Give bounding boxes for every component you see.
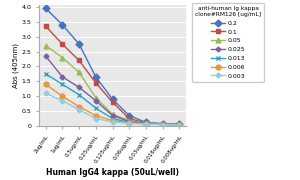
Line: 0.1: 0.1: [43, 24, 182, 127]
0.05: [111, 113, 114, 115]
0.003: [94, 118, 98, 120]
0.025: [128, 120, 131, 123]
0.003: [178, 124, 181, 126]
0.2: [128, 114, 131, 117]
0.003: [77, 109, 81, 111]
Line: 0.05: 0.05: [43, 43, 182, 127]
0.1: [111, 101, 114, 103]
0.025: [77, 86, 81, 88]
0.003: [61, 100, 64, 102]
0.1: [161, 123, 164, 125]
0.05: [178, 123, 181, 126]
0.05: [144, 122, 148, 124]
0.2: [161, 123, 164, 125]
0.003: [144, 123, 148, 125]
0.013: [94, 107, 98, 109]
0.013: [161, 123, 164, 126]
Line: 0.006: 0.006: [43, 82, 182, 127]
0.2: [144, 121, 148, 123]
Legend: 0.2, 0.1, 0.05, 0.025, 0.013, 0.006, 0.003: 0.2, 0.1, 0.05, 0.025, 0.013, 0.006, 0.0…: [192, 3, 264, 82]
0.003: [161, 123, 164, 126]
0.013: [77, 94, 81, 96]
0.1: [61, 43, 64, 45]
0.025: [111, 114, 114, 117]
0.003: [111, 121, 114, 123]
0.2: [44, 7, 47, 10]
0.05: [161, 123, 164, 125]
0.006: [144, 123, 148, 125]
X-axis label: Human IgG4 kappa (50uL/well): Human IgG4 kappa (50uL/well): [46, 168, 179, 177]
0.013: [128, 121, 131, 123]
0.2: [111, 98, 114, 100]
0.013: [144, 123, 148, 125]
0.006: [128, 122, 131, 124]
0.025: [161, 123, 164, 125]
Line: 0.2: 0.2: [43, 6, 182, 127]
0.05: [128, 120, 131, 122]
0.1: [44, 25, 47, 27]
0.1: [94, 82, 98, 84]
0.006: [77, 105, 81, 108]
0.05: [77, 71, 81, 73]
0.2: [77, 43, 81, 45]
0.006: [111, 120, 114, 122]
0.006: [61, 95, 64, 97]
0.013: [178, 124, 181, 126]
0.1: [178, 123, 181, 126]
0.003: [44, 92, 47, 94]
0.2: [61, 24, 64, 26]
0.025: [94, 100, 98, 102]
0.05: [94, 97, 98, 99]
0.1: [128, 118, 131, 120]
0.1: [144, 122, 148, 124]
0.025: [44, 55, 47, 57]
0.2: [178, 123, 181, 125]
0.006: [44, 83, 47, 85]
0.013: [44, 73, 47, 75]
0.006: [94, 114, 98, 117]
Y-axis label: Abs (405nm): Abs (405nm): [12, 43, 19, 88]
0.006: [178, 124, 181, 126]
0.05: [61, 57, 64, 59]
Line: 0.025: 0.025: [44, 54, 181, 126]
0.05: [44, 44, 47, 47]
0.025: [144, 123, 148, 125]
Line: 0.003: 0.003: [44, 91, 181, 127]
0.013: [111, 118, 114, 120]
0.2: [94, 76, 98, 78]
0.013: [61, 83, 64, 85]
0.025: [178, 123, 181, 126]
Line: 0.013: 0.013: [43, 71, 182, 127]
0.1: [77, 59, 81, 62]
0.025: [61, 76, 64, 78]
0.003: [128, 122, 131, 124]
0.006: [161, 123, 164, 126]
